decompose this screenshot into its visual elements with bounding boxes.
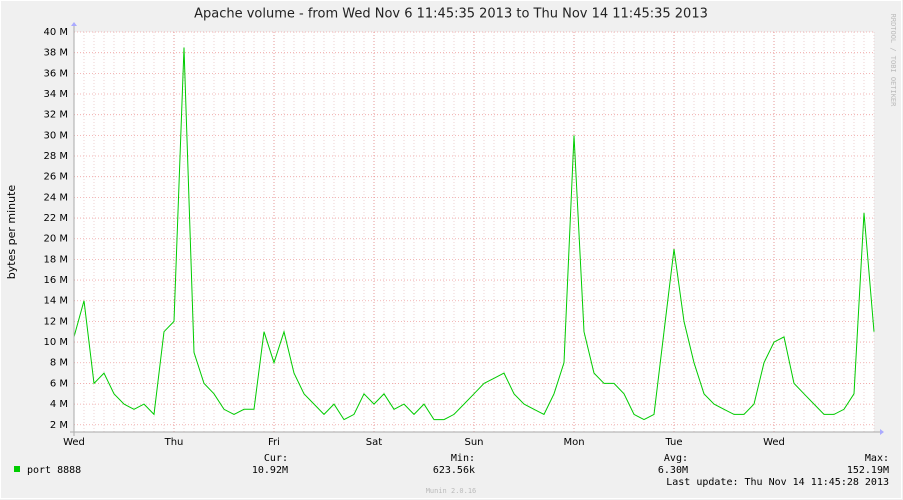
stat-value: 623.56k [433, 465, 475, 476]
y-tick-label: 36 M [43, 68, 68, 79]
y-tick-label: 14 M [43, 296, 68, 307]
watermark: RRDTOOL / TOBI OETIKER [889, 14, 897, 108]
y-tick-label: 10 M [43, 337, 68, 348]
x-axis-arrow [880, 429, 884, 435]
y-axis-label: bytes per minute [5, 185, 18, 280]
stat-value: 6.30M [658, 465, 688, 476]
y-tick-label: 8 M [50, 358, 68, 369]
footer: Munin 2.0.16 [426, 487, 477, 495]
stat-label: Avg: [664, 453, 688, 464]
x-tick-label: Mon [563, 437, 584, 448]
legend-swatch [14, 466, 20, 472]
y-tick-label: 2 M [50, 420, 68, 431]
y-tick-label: 22 M [43, 213, 68, 224]
chart-title: Apache volume - from Wed Nov 6 11:45:35 … [194, 7, 708, 22]
stat-label: Min: [451, 453, 475, 464]
y-tick-label: 34 M [43, 89, 68, 100]
y-axis-arrow [71, 22, 77, 26]
y-tick-label: 28 M [43, 151, 68, 162]
y-tick-label: 6 M [50, 378, 68, 389]
legend: port 8888 Cur:10.92M Min:623.56k Avg:6.30M M… [14, 453, 889, 476]
y-tick-label: 24 M [43, 192, 68, 203]
x-tick-label: Thu [164, 437, 184, 448]
y-tick-label: 38 M [43, 48, 68, 59]
stat-value: 152.19M [847, 465, 889, 476]
y-tick-label: 18 M [43, 254, 68, 265]
y-tick-label: 30 M [43, 130, 68, 141]
series-line [73, 47, 875, 421]
x-tick-label: Wed [63, 437, 85, 448]
stat-label: Cur: [264, 453, 288, 464]
x-tick-label: Wed [763, 437, 785, 448]
y-tick-label: 16 M [43, 275, 68, 286]
y-tick-label: 40 M [43, 27, 68, 38]
y-tick-label: 12 M [43, 316, 68, 327]
series [73, 47, 875, 421]
x-tick-label: Tue [664, 437, 682, 448]
x-tick-label: Fri [268, 437, 280, 448]
x-tick-label: Sun [464, 437, 483, 448]
y-tick-label: 26 M [43, 172, 68, 183]
stat-label: Max: [865, 453, 889, 464]
y-tick-label: 4 M [50, 399, 68, 410]
last-update: Last update: Thu Nov 14 11:45:28 2013 [666, 477, 889, 488]
x-tick-label: Sat [366, 437, 382, 448]
grid [73, 31, 875, 432]
stat-value: 10.92M [252, 465, 288, 476]
legend-label: port 8888 [27, 465, 81, 476]
y-tick-label: 32 M [43, 110, 68, 121]
y-tick-label: 20 M [43, 234, 68, 245]
